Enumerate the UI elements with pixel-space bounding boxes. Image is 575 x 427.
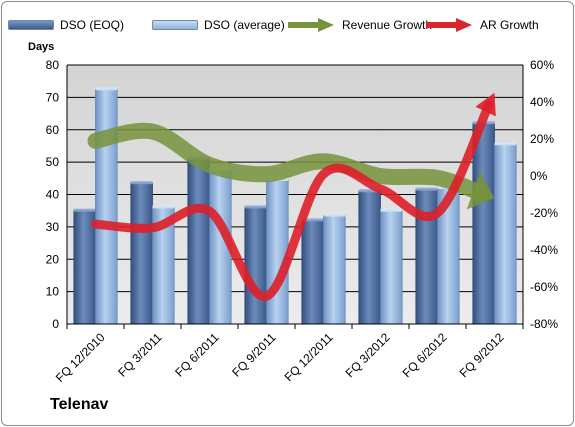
y2-tick-label: -60% <box>530 280 558 294</box>
y-tick-label: 60 <box>46 123 60 137</box>
legend-item-dso-eoq: DSO (EOQ) <box>8 14 124 36</box>
y-tick-label: 20 <box>46 252 60 266</box>
bar-dso-average-fq-9-2012 <box>494 143 517 325</box>
bar-top-dso-eoq-fq-6-2012 <box>415 187 438 191</box>
y-tick-label: 80 <box>46 58 60 72</box>
x-tick-label: FQ 9/2011 <box>229 330 279 380</box>
bar-dso-eoq-fq-12-2010 <box>73 210 96 325</box>
x-tick-label: FQ 3/2011 <box>115 330 165 380</box>
x-tick-label: FQ 12/2011 <box>282 330 336 384</box>
bar-dso-average-fq-3-2012 <box>380 210 403 325</box>
bar-dso-eoq-fq-6-2011 <box>187 158 210 325</box>
bar-dso-average-fq-12-2011 <box>323 215 346 325</box>
line-ar-growth <box>91 99 494 301</box>
bar-top-dso-average-fq-9-2012 <box>494 142 517 146</box>
y2-tick-label: -80% <box>530 317 558 331</box>
legend-label-ar-growth: AR Growth <box>480 18 539 32</box>
legend-item-revenue-growth: Revenue Growth <box>286 14 432 36</box>
arrowhead-revenue-growth <box>466 171 495 210</box>
bar-dso-average-fq-12-2010 <box>95 88 118 325</box>
legend: DSO (EOQ) DSO (average) Revenue Growth A… <box>0 14 575 36</box>
legend-swatch-dso-average <box>152 20 198 30</box>
legend-swatch-dso-eoq <box>8 20 54 30</box>
bar-top-dso-average-fq-12-2011 <box>323 213 346 217</box>
y2-tick-label: 20% <box>530 132 554 146</box>
line-revenue-growth <box>87 122 490 202</box>
y2-tick-label: 60% <box>530 58 554 72</box>
bar-dso-eoq-fq-9-2011 <box>244 207 267 325</box>
legend-label-revenue-growth: Revenue Growth <box>342 18 433 32</box>
legend-arrow-red-icon <box>426 18 472 32</box>
bar-top-dso-eoq-fq-3-2012 <box>358 189 381 193</box>
y-tick-label: 40 <box>46 188 60 202</box>
y2-tick-label: 40% <box>530 95 554 109</box>
growth-lines <box>87 92 496 301</box>
y-tick-label: 70 <box>46 90 60 104</box>
bar-top-dso-average-fq-3-2012 <box>380 208 403 212</box>
legend-label-dso-eoq: DSO (EOQ) <box>60 18 125 32</box>
bar-top-dso-eoq-fq-9-2011 <box>244 205 267 209</box>
x-tick-label: FQ 6/2011 <box>172 330 222 380</box>
bar-dso-eoq-fq-9-2012 <box>472 122 495 325</box>
bar-top-dso-average-fq-12-2010 <box>95 87 118 91</box>
legend-item-dso-average: DSO (average) <box>152 14 285 36</box>
legend-label-dso-average: DSO (average) <box>204 18 285 32</box>
y-axis-label: Days <box>28 41 55 53</box>
axes <box>66 65 524 329</box>
y-tick-label: 0 <box>52 317 59 331</box>
y-tick-label: 30 <box>46 220 60 234</box>
bar-dso-average-fq-9-2011 <box>266 179 289 325</box>
x-tick-label: FQ 12/2010 <box>53 330 108 385</box>
bar-top-dso-average-fq-3-2011 <box>152 205 175 209</box>
bar-top-dso-eoq-fq-12-2010 <box>73 208 96 212</box>
bar-dso-eoq-fq-12-2011 <box>301 219 324 325</box>
y2-tick-label: -40% <box>530 243 558 257</box>
x-tick-label: FQ 6/2012 <box>400 330 450 380</box>
company-name: Telenav <box>50 396 109 413</box>
arrowhead-ar-growth <box>475 92 496 117</box>
bar-dso-eoq-fq-3-2011 <box>130 182 153 325</box>
legend-arrow-green-icon <box>288 18 334 32</box>
x-tick-label: FQ 3/2012 <box>343 330 393 380</box>
y2-tick-label: 0% <box>530 169 548 183</box>
bar-dso-eoq-fq-3-2012 <box>358 190 381 325</box>
x-tick-label: FQ 9/2012 <box>457 330 507 380</box>
legend-item-ar-growth: AR Growth <box>424 14 539 36</box>
bar-top-dso-eoq-fq-3-2011 <box>130 181 153 185</box>
y-tick-label: 10 <box>46 285 60 299</box>
y-tick-label: 50 <box>46 155 60 169</box>
bar-top-dso-eoq-fq-12-2011 <box>301 218 324 222</box>
y2-tick-label: -20% <box>530 206 558 220</box>
